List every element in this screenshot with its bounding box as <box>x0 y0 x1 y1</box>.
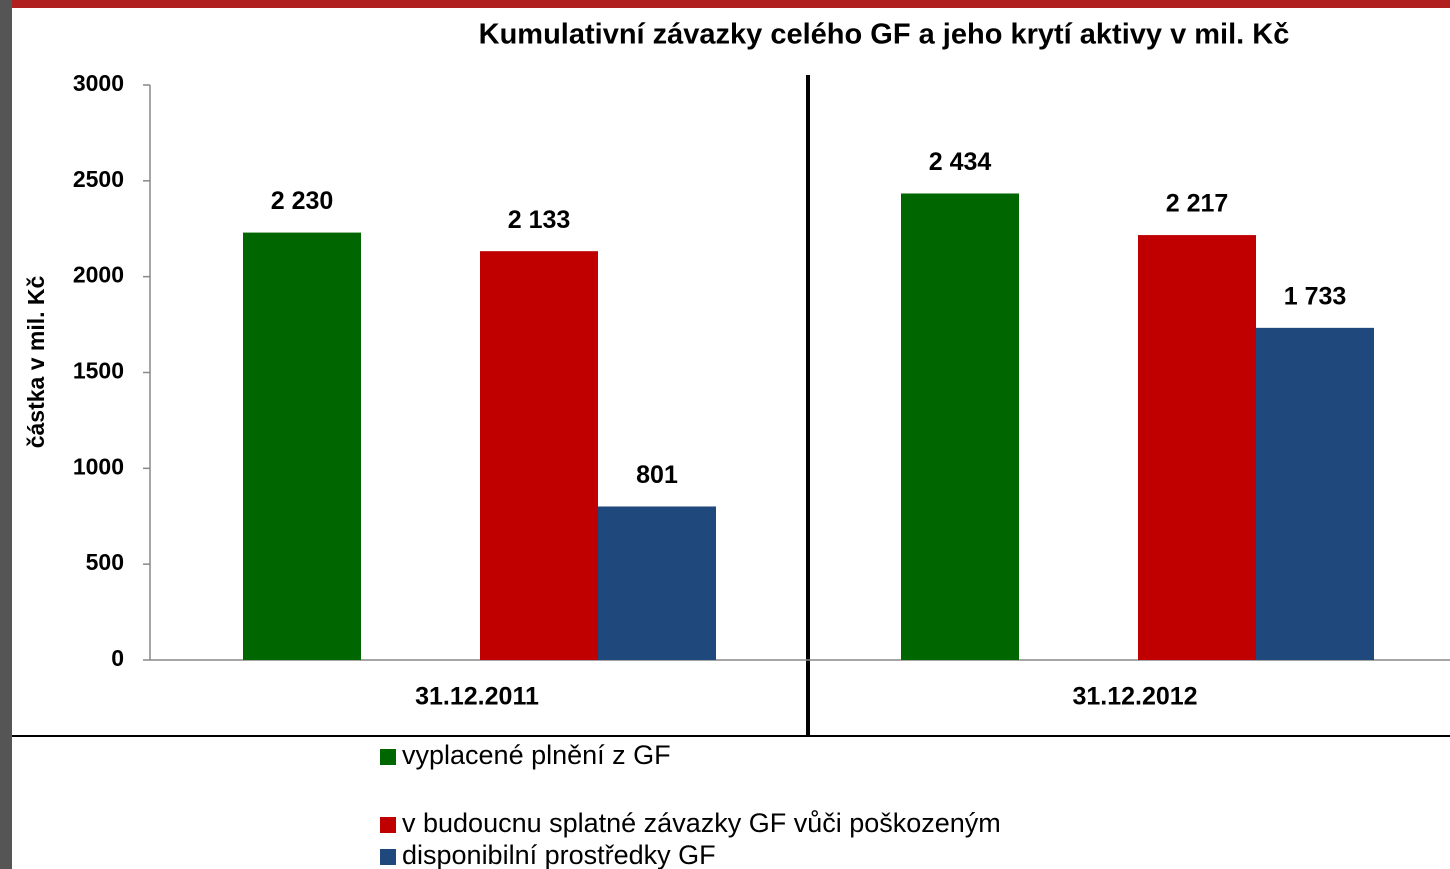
chart: Kumulativní závazky celého GF a jeho kry… <box>0 0 1450 869</box>
legend-label: disponibilní prostředky GF <box>402 840 716 869</box>
bar <box>1256 328 1374 660</box>
top-strip <box>0 0 1450 8</box>
y-tick-label: 3000 <box>73 70 124 96</box>
x-tick-label: 31.12.2012 <box>1072 683 1197 711</box>
value-label: 2 133 <box>508 206 571 234</box>
chart-title: Kumulativní závazky celého GF a jeho kry… <box>479 19 1290 51</box>
legend-swatch <box>380 749 396 765</box>
y-tick-label: 1500 <box>73 358 124 384</box>
y-tick-label: 1000 <box>73 453 124 479</box>
legend-label: vyplacené plnění z GF <box>402 740 671 770</box>
bar <box>901 193 1019 660</box>
x-tick-label: 31.12.2011 <box>415 683 539 711</box>
value-label: 2 434 <box>929 148 992 176</box>
y-tick-label: 0 <box>111 645 124 671</box>
page: {"chart_data": {"type": "bar", "title": … <box>0 0 1450 869</box>
bar <box>480 251 598 660</box>
y-tick-label: 2500 <box>73 166 124 192</box>
legend-label: v budoucnu splatné závazky GF vůči poško… <box>402 808 1001 838</box>
value-label: 2 230 <box>271 187 334 215</box>
value-label: 801 <box>636 461 678 489</box>
bar <box>598 506 716 660</box>
bar <box>243 233 361 660</box>
value-label: 2 217 <box>1166 190 1229 218</box>
left-strip <box>0 0 12 869</box>
legend-swatch <box>380 849 396 865</box>
y-tick-label: 500 <box>86 549 124 575</box>
y-axis-label: částka v mil. Kč <box>23 275 49 448</box>
legend-swatch <box>380 817 396 833</box>
bar <box>1138 235 1256 660</box>
y-tick-label: 2000 <box>73 262 124 288</box>
value-label: 1 733 <box>1284 282 1347 310</box>
